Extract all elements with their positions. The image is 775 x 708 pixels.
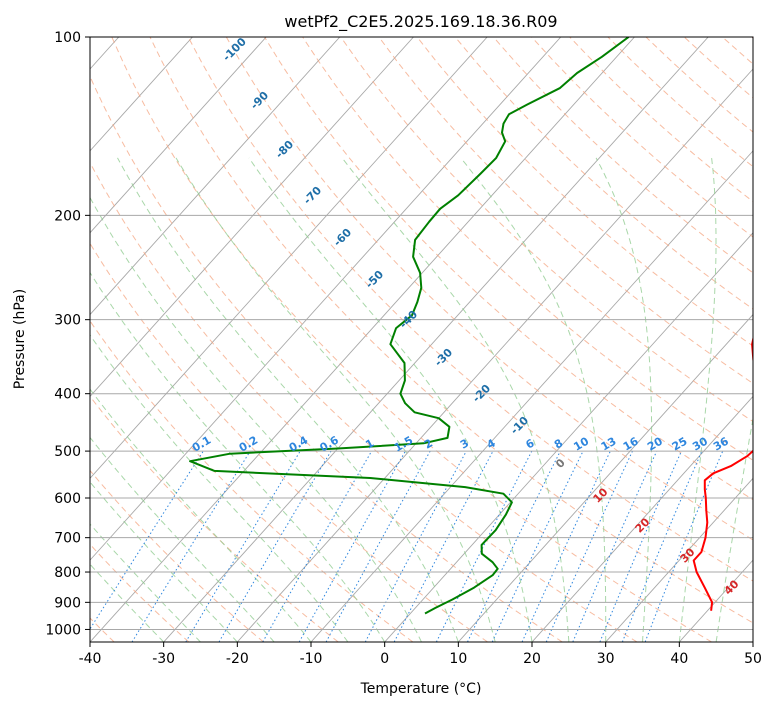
mixing-ratio-line (364, 450, 467, 642)
y-axis-ticks: 100 200 300 400 500 600 700 800 900 1000 (45, 30, 90, 638)
y-tick-label: 200 (54, 208, 81, 224)
mixing-ratio-line (621, 450, 703, 642)
moist-adiabat-line (595, 157, 653, 642)
isotherm-line (236, 68, 753, 642)
isotherm-line (90, 37, 562, 561)
x-tick-label: -30 (152, 651, 175, 667)
x-tick-label: 30 (597, 651, 615, 667)
dewpoint-line (189, 37, 630, 615)
moist-adiabat-line (90, 271, 386, 642)
mixing-ratio-line (545, 450, 633, 642)
isotherm-line (90, 37, 488, 480)
mixing-ratio-line (131, 450, 251, 642)
mixing-ratio-line (644, 450, 724, 642)
moist-adiabat-line (460, 157, 607, 642)
isotherm-line (90, 37, 193, 152)
y-tick-label: 400 (54, 387, 81, 403)
mixing-ratio-line (325, 450, 431, 642)
dry-adiabat-line (90, 395, 339, 642)
y-tick-label: 600 (54, 491, 81, 507)
dry-adiabat-line (90, 469, 264, 642)
plot-frame (89, 36, 754, 643)
pressure-gridlines (90, 37, 753, 630)
x-tick-label: -40 (79, 651, 102, 667)
y-axis-label: Pressure (hPa) (12, 289, 28, 389)
moist-adiabat-line (341, 157, 570, 642)
moist-adiabat-line (678, 157, 717, 642)
mixing-ratio-line (90, 450, 204, 630)
y-tick-label: 300 (54, 313, 81, 329)
isotherm-line (531, 395, 753, 642)
isotherm-line (457, 313, 753, 642)
y-tick-label: 1000 (45, 622, 81, 638)
dry-adiabat-line (149, 37, 753, 624)
y-tick-label: 500 (54, 444, 81, 460)
mixing-ratio-line (599, 450, 682, 642)
isotherm-line (90, 37, 267, 234)
x-tick-label: 50 (744, 651, 762, 667)
mixing-ratio-line (435, 450, 533, 642)
dry-adiabat-line (416, 37, 753, 347)
x-axis-ticks: -40 -30 -20 -10 0 10 20 30 40 50 (79, 642, 762, 667)
x-tick-label: 20 (523, 651, 541, 667)
isotherm-line (310, 150, 753, 642)
dry-adiabat-line (90, 543, 190, 642)
sounding-series (189, 37, 753, 615)
chart-title: wetPf2_C2E5.2025.169.18.36.R09 (284, 12, 557, 32)
dry-adiabat-line (111, 37, 712, 642)
isotherm-line (605, 477, 753, 642)
isotherm-line (384, 232, 753, 642)
y-tick-label: 900 (54, 595, 81, 611)
isotherm-line (90, 37, 635, 642)
y-tick-label: 800 (54, 565, 81, 581)
mixing-ratio-line (298, 450, 406, 642)
x-tick-label: 40 (670, 651, 688, 667)
x-tick-label: -20 (226, 651, 249, 667)
x-tick-label: 0 (380, 651, 389, 667)
moist-adiabat-line (715, 415, 753, 642)
isotherm-line (163, 37, 709, 642)
moist-adiabat-line (248, 157, 533, 642)
temperature-line (692, 37, 753, 611)
isotherm-line (90, 37, 341, 316)
dry-adiabat-line (454, 37, 753, 310)
dry-adiabat-line (90, 242, 488, 642)
y-tick-label: 100 (54, 30, 81, 46)
dry-adiabat-line (90, 320, 414, 642)
dry-adiabat-line (90, 161, 563, 642)
x-axis-label: Temperature (°C) (360, 681, 482, 697)
mixing-ratio-line (572, 450, 658, 642)
y-tick-label: 700 (54, 531, 81, 547)
isotherm-line (90, 37, 414, 398)
x-tick-label: 10 (449, 651, 467, 667)
x-tick-label: -10 (300, 651, 323, 667)
